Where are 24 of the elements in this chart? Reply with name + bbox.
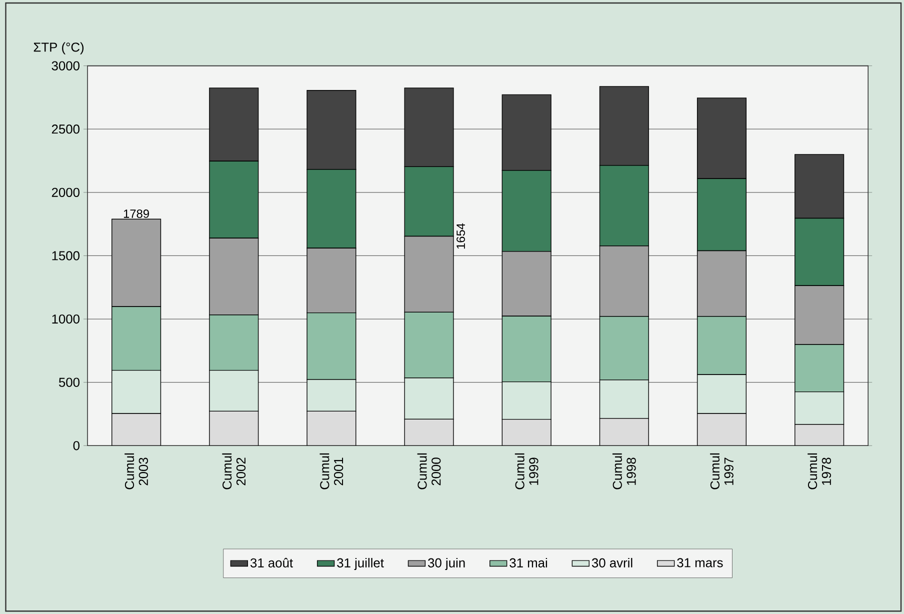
y-tick-label: 2500 xyxy=(52,124,80,134)
y-tick-label: 1000 xyxy=(52,314,80,324)
x-tick-label: Cumul 1999 xyxy=(514,453,538,490)
x-tick-label: Cumul 2002 xyxy=(222,453,246,490)
x-tick-label: Cumul 1978 xyxy=(808,453,832,490)
x-tick-label: Cumul 2001 xyxy=(320,453,344,490)
legend-label: 30 juin xyxy=(428,558,465,570)
y-tick-label: 3000 xyxy=(52,61,80,70)
x-tick-label: Cumul 1998 xyxy=(612,453,636,490)
y-tick-label: 0 xyxy=(73,441,80,450)
y-tick-label: 2000 xyxy=(52,188,80,197)
legend-label: 31 juillet xyxy=(337,558,384,570)
x-tick-label: Cumul 1997 xyxy=(710,453,734,490)
y-axis-title: ΣTP (°C) xyxy=(34,42,84,54)
x-tick-label: Cumul 2003 xyxy=(124,453,148,490)
annotation: 1789 xyxy=(124,209,149,218)
legend-label: 31 mai xyxy=(510,558,548,568)
y-tick-label: 1500 xyxy=(52,251,80,260)
legend-label: 30 avril xyxy=(592,558,632,568)
x-tick-label: Cumul 2000 xyxy=(417,453,441,490)
legend-label: 31 août xyxy=(250,558,293,568)
annotation: 1654 xyxy=(456,223,465,249)
y-tick-label: 500 xyxy=(58,378,80,387)
legend-label: 31 mars xyxy=(677,558,723,568)
